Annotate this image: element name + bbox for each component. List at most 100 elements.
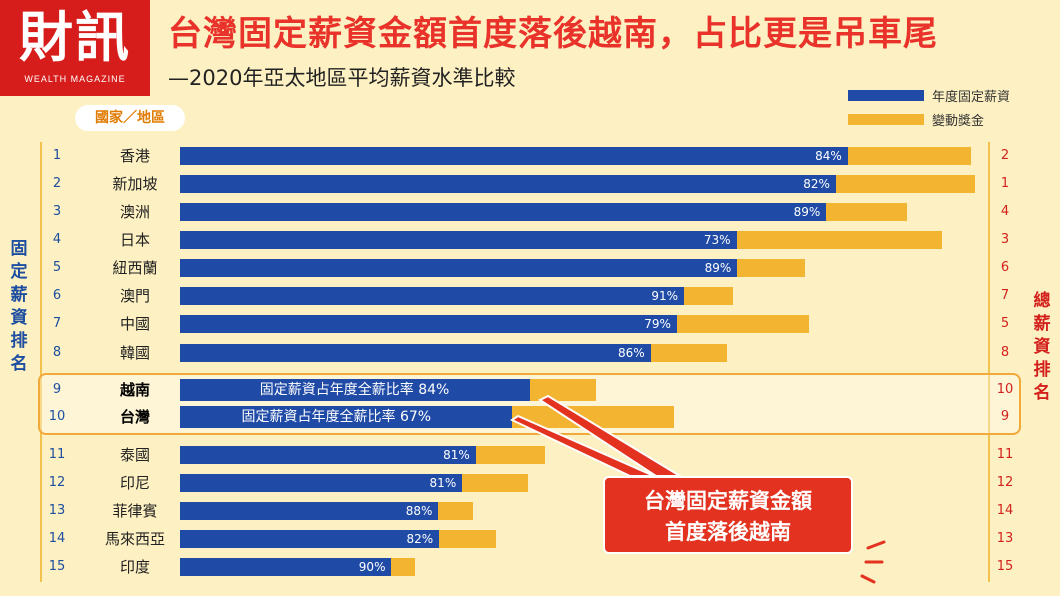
fixed-ratio-label: 84% (815, 149, 842, 163)
bar-fixed (180, 558, 392, 576)
bar-fixed (180, 446, 476, 464)
bar-variable (391, 558, 416, 576)
bar-fixed (180, 175, 836, 193)
bar-variable (736, 231, 942, 249)
total-rank-label: 6 (1000, 260, 1010, 275)
total-rank-label: 4 (1000, 204, 1010, 219)
country-label: 泰國 (119, 446, 150, 464)
fixed-ratio-label: 81% (443, 448, 470, 462)
fixed-rank-label: 6 (52, 288, 62, 303)
bar-fixed (180, 315, 677, 333)
right-axis-char: 薪 (1033, 314, 1051, 334)
country-label: 香港 (119, 147, 150, 165)
fixed-rank-label: 9 (52, 382, 62, 397)
fixed-ratio-label: 91% (651, 289, 679, 303)
country-label: 澳門 (119, 287, 150, 305)
right-axis-char: 資 (1033, 337, 1051, 357)
country-label: 台灣 (119, 408, 150, 426)
bar-fixed (180, 344, 651, 362)
logo-text: 財訊 (19, 6, 131, 69)
total-rank-label: 8 (1000, 345, 1010, 360)
fixed-rank-label: 4 (52, 232, 62, 247)
fixed-rank-label: 11 (48, 447, 66, 462)
country-label: 中國 (119, 315, 150, 333)
fixed-rank-label: 5 (52, 260, 62, 275)
bar-fixed (180, 203, 827, 221)
total-rank-label: 3 (1000, 232, 1010, 247)
chart-subtitle: —2020年亞太地區平均薪資水準比較 (168, 66, 516, 90)
bar-fixed (180, 259, 738, 277)
country-label: 新加坡 (112, 175, 158, 193)
country-label: 紐西蘭 (112, 259, 158, 277)
legend-swatch-variable (848, 114, 924, 125)
bar-variable (684, 287, 734, 305)
left-axis-char: 固 (10, 239, 28, 259)
bar-variable (650, 344, 727, 362)
total-rank-label: 7 (1000, 288, 1010, 303)
fixed-rank-label: 8 (52, 345, 62, 360)
fixed-ratio-label: 90% (358, 560, 386, 574)
country-label: 印度 (119, 558, 150, 576)
fixed-ratio-label: 86% (617, 346, 645, 360)
country-label: 日本 (119, 231, 150, 249)
total-rank-label: 9 (1000, 409, 1010, 424)
bar-variable (475, 446, 545, 464)
left-axis-char: 排 (10, 331, 28, 351)
total-rank-label: 10 (996, 382, 1014, 397)
fixed-rank-label: 15 (48, 559, 66, 574)
bar-fixed (180, 147, 848, 165)
fixed-ratio-label: 89% (793, 205, 821, 219)
country-label: 馬來西亞 (104, 530, 165, 548)
fixed-ratio-label: 82% (803, 177, 830, 191)
left-axis-char: 資 (10, 308, 28, 328)
fixed-rank-label: 12 (48, 475, 66, 490)
fixed-rank-label: 3 (52, 204, 62, 219)
total-rank-label: 15 (996, 559, 1014, 574)
fixed-ratio-label: 固定薪資占年度全薪比率 84% (259, 382, 450, 398)
fixed-rank-label: 13 (48, 503, 66, 518)
left-axis-label: 固定薪資排名 (8, 238, 30, 376)
total-rank-label: 11 (996, 447, 1014, 462)
fixed-ratio-label: 73% (703, 233, 731, 247)
callout-box: 台灣固定薪資金額 首度落後越南 (603, 476, 853, 554)
right-axis-label: 總薪資排名 (1031, 290, 1053, 405)
bar-fixed (180, 406, 512, 428)
callout-line2: 首度落後越南 (665, 520, 791, 544)
legend-label-variable: 變動獎金 (932, 114, 985, 129)
wealth-magazine-logo: 財訊 WEALTH MAGAZINE (0, 0, 150, 96)
bar-variable (835, 175, 975, 193)
bar-variable (438, 502, 474, 520)
total-rank-label: 12 (996, 475, 1014, 490)
fixed-rank-label: 14 (48, 531, 66, 546)
bar-variable (511, 406, 675, 428)
country-label: 越南 (119, 381, 150, 399)
right-divider (988, 142, 990, 582)
chart-title: 台灣固定薪資金額首度落後越南，占比更是吊車尾 (168, 14, 938, 54)
fixed-ratio-label: 82% (406, 532, 434, 546)
fixed-ratio-label: 89% (704, 261, 732, 275)
fixed-ratio-label: 固定薪資占年度全薪比率 67% (241, 409, 432, 425)
bar-variable (439, 530, 497, 548)
country-label: 韓國 (119, 344, 150, 362)
logo-subtext: WEALTH MAGAZINE (24, 74, 126, 84)
right-axis-char: 名 (1033, 383, 1051, 403)
bar-variable (676, 315, 809, 333)
legend-label-fixed: 年度固定薪資 (932, 90, 1011, 105)
total-rank-label: 5 (1000, 316, 1010, 331)
bar-fixed (180, 287, 685, 305)
fixed-rank-label: 1 (52, 148, 62, 163)
country-label: 印尼 (119, 474, 150, 492)
fixed-ratio-label: 88% (405, 504, 433, 518)
right-axis-char: 排 (1033, 360, 1051, 380)
bar-fixed (180, 231, 737, 249)
fixed-rank-label: 7 (52, 316, 62, 331)
legend-swatch-fixed (848, 90, 924, 101)
total-rank-label: 1 (1000, 176, 1010, 191)
bar-fixed (180, 502, 439, 520)
country-header-badge: 國家／地區 (75, 105, 185, 131)
callout-spark-icon (860, 540, 886, 584)
fixed-ratio-label: 79% (644, 317, 671, 331)
bar-variable (737, 259, 805, 277)
fixed-rank-label: 10 (48, 409, 66, 424)
country-label: 澳洲 (119, 203, 150, 221)
